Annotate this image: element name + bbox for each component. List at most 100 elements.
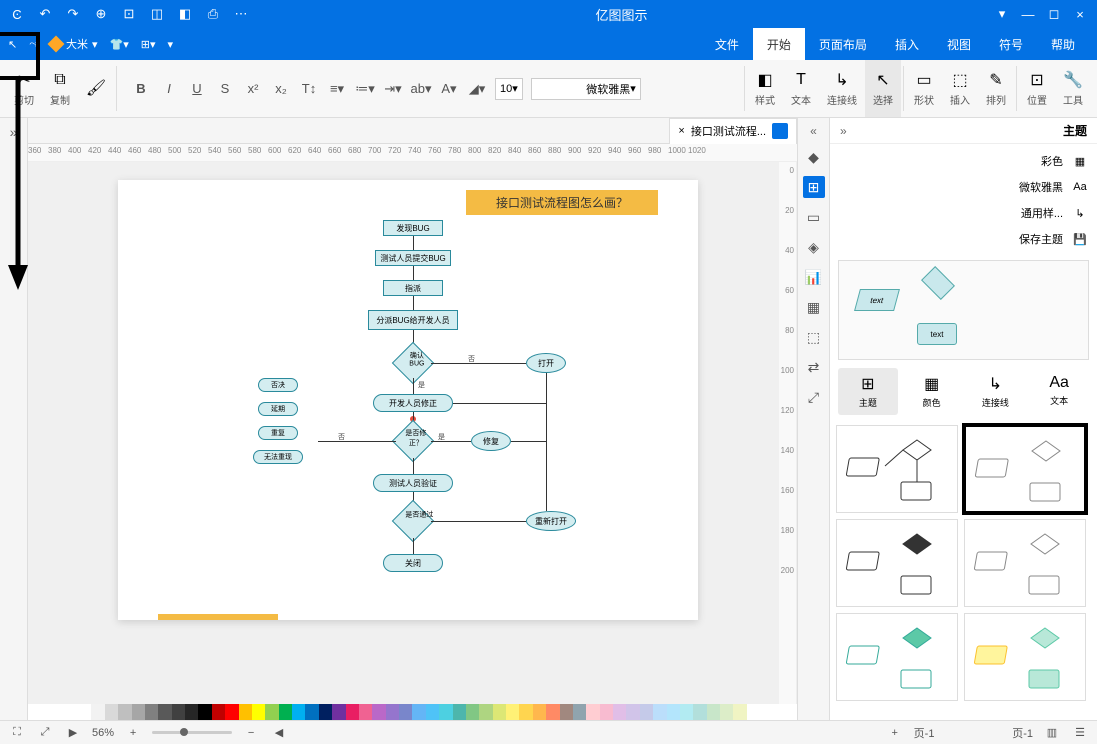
theme-thumb[interactable] bbox=[964, 519, 1086, 607]
palette-swatch[interactable] bbox=[653, 704, 666, 720]
theme-thumb[interactable] bbox=[964, 425, 1086, 513]
document-tab[interactable]: × 接口测试流程... bbox=[669, 118, 797, 144]
palette-swatch[interactable] bbox=[198, 704, 211, 720]
themetab-text[interactable]: Aa文本 bbox=[1029, 368, 1089, 415]
open-icon[interactable]: ⊡ bbox=[120, 5, 138, 23]
palette-swatch[interactable] bbox=[519, 704, 532, 720]
palette-swatch[interactable] bbox=[586, 704, 599, 720]
ribbon-shape[interactable]: ▭形状 bbox=[906, 60, 942, 117]
align-icon[interactable]: ≡▾ bbox=[327, 79, 347, 99]
palette-swatch[interactable] bbox=[493, 704, 506, 720]
present-icon[interactable]: ▶ bbox=[64, 724, 82, 742]
palette-swatch[interactable] bbox=[265, 704, 278, 720]
palette-swatch[interactable] bbox=[132, 704, 145, 720]
ribbon-connector[interactable]: ↳连接线 bbox=[819, 60, 865, 117]
opt-color[interactable]: 彩色▦ bbox=[838, 152, 1089, 170]
palette-swatch[interactable] bbox=[533, 704, 546, 720]
palette-swatch[interactable] bbox=[172, 704, 185, 720]
color-palette[interactable] bbox=[28, 704, 797, 720]
vtool-shape[interactable]: ◆ bbox=[803, 146, 825, 168]
ribbon-tools[interactable]: 🔧工具 bbox=[1055, 60, 1091, 117]
ribbon-select[interactable]: ↖选择 bbox=[865, 60, 901, 117]
tab-layout[interactable]: 页面布局 bbox=[805, 28, 881, 60]
palette-swatch[interactable] bbox=[733, 704, 746, 720]
palette-swatch[interactable] bbox=[118, 704, 131, 720]
vtool-org[interactable]: ⬚ bbox=[803, 326, 825, 348]
palette-swatch[interactable] bbox=[640, 704, 653, 720]
palette-swatch[interactable] bbox=[466, 704, 479, 720]
palette-swatch[interactable] bbox=[239, 704, 252, 720]
collapse-right-icon[interactable]: « bbox=[810, 124, 817, 138]
color-icon[interactable]: ab▾ bbox=[411, 79, 431, 99]
list-icon[interactable]: ≔▾ bbox=[355, 79, 375, 99]
palette-swatch[interactable] bbox=[78, 704, 91, 720]
tab-file[interactable]: 文件 bbox=[701, 28, 753, 60]
palette-swatch[interactable] bbox=[613, 704, 626, 720]
palette-swatch[interactable] bbox=[707, 704, 720, 720]
vtool-layer[interactable]: ◈ bbox=[803, 236, 825, 258]
palette-swatch[interactable] bbox=[319, 704, 332, 720]
zoom-minus[interactable]: − bbox=[242, 724, 260, 742]
page-menu-icon[interactable]: ☰ bbox=[1071, 724, 1089, 742]
italic-icon[interactable]: I bbox=[159, 79, 179, 99]
palette-swatch[interactable] bbox=[399, 704, 412, 720]
tab-start[interactable]: 开始 bbox=[753, 28, 805, 60]
print-icon[interactable]: ⎙ bbox=[204, 5, 222, 23]
highlight-icon[interactable]: ◢▾ bbox=[467, 79, 487, 99]
palette-swatch[interactable] bbox=[546, 704, 559, 720]
palette-swatch[interactable] bbox=[439, 704, 452, 720]
undo-icon[interactable]: ↶ bbox=[36, 5, 54, 23]
theme-thumb[interactable] bbox=[964, 613, 1086, 701]
palette-swatch[interactable] bbox=[372, 704, 385, 720]
fullscreen-icon[interactable]: ⤢ bbox=[36, 724, 54, 742]
close-icon[interactable]: × bbox=[1071, 5, 1089, 23]
palette-swatch[interactable] bbox=[305, 704, 318, 720]
grid-icon[interactable]: ⊞▾ bbox=[141, 38, 156, 51]
opt-style[interactable]: 通用样...↳ bbox=[838, 204, 1089, 222]
bold-icon[interactable]: B bbox=[131, 79, 151, 99]
logo-icon[interactable]: Ͼ bbox=[8, 5, 26, 23]
palette-swatch[interactable] bbox=[332, 704, 345, 720]
fit-icon[interactable]: ⛶ bbox=[8, 724, 26, 742]
new-icon[interactable]: ◫ bbox=[148, 5, 166, 23]
ribbon-position[interactable]: ⊡位置 bbox=[1019, 60, 1055, 117]
tab-help[interactable]: 帮助 bbox=[1037, 28, 1089, 60]
palette-swatch[interactable] bbox=[185, 704, 198, 720]
export-icon[interactable]: ◧ bbox=[176, 5, 194, 23]
zoom-slider[interactable] bbox=[152, 731, 232, 734]
theme-thumb[interactable] bbox=[836, 425, 958, 513]
palette-swatch[interactable] bbox=[225, 704, 238, 720]
theme-thumb[interactable] bbox=[836, 613, 958, 701]
underline-icon[interactable]: U bbox=[187, 79, 207, 99]
tab-insert[interactable]: 插入 bbox=[881, 28, 933, 60]
panel-collapse-icon[interactable]: » bbox=[840, 124, 847, 138]
palette-swatch[interactable] bbox=[386, 704, 399, 720]
redo-icon[interactable]: ↷ bbox=[64, 5, 82, 23]
opt-save[interactable]: 保存主题💾 bbox=[838, 230, 1089, 248]
ribbon-brush[interactable]: 🖌 bbox=[78, 60, 114, 117]
palette-swatch[interactable] bbox=[626, 704, 639, 720]
canvas[interactable]: 接口测试流程图怎么画？ 发现BUG 测试人员提交BUG 指派 分派BUG给开发人… bbox=[28, 162, 779, 704]
palette-swatch[interactable] bbox=[158, 704, 171, 720]
palette-swatch[interactable] bbox=[426, 704, 439, 720]
palette-swatch[interactable] bbox=[212, 704, 225, 720]
zoom-plus[interactable]: + bbox=[124, 724, 142, 742]
palette-swatch[interactable] bbox=[680, 704, 693, 720]
ribbon-insert[interactable]: ⬚插入 bbox=[942, 60, 978, 117]
font-name-select[interactable]: ▾微软雅黑 bbox=[531, 78, 641, 100]
palette-swatch[interactable] bbox=[145, 704, 158, 720]
palette-swatch[interactable] bbox=[346, 704, 359, 720]
page-list-icon[interactable]: ▥ bbox=[1043, 724, 1061, 742]
palette-swatch[interactable] bbox=[453, 704, 466, 720]
palette-swatch[interactable] bbox=[560, 704, 573, 720]
fontcolor-icon[interactable]: A▾ bbox=[439, 79, 459, 99]
palette-swatch[interactable] bbox=[359, 704, 372, 720]
opt-font[interactable]: 微软雅黑Aa bbox=[838, 178, 1089, 196]
tab-view[interactable]: 视图 bbox=[933, 28, 985, 60]
palette-swatch[interactable] bbox=[600, 704, 613, 720]
text-size-icon[interactable]: T↕ bbox=[299, 79, 319, 99]
font-size-select[interactable]: 10 ▾ bbox=[495, 78, 523, 100]
more-icon[interactable]: ⋯ bbox=[232, 5, 250, 23]
palette-swatch[interactable] bbox=[573, 704, 586, 720]
page-add[interactable]: + bbox=[886, 724, 904, 742]
